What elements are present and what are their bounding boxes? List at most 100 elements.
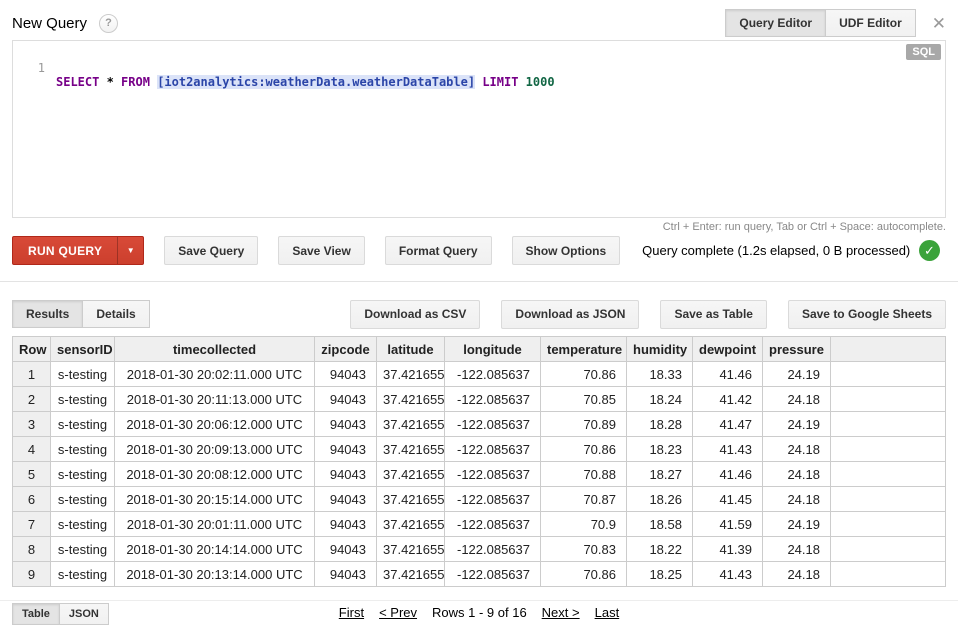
footer-divider: [0, 600, 958, 601]
close-icon[interactable]: ✕: [931, 13, 946, 33]
sql-table-reference: [iot2analytics:weatherData.weatherDataTa…: [157, 75, 476, 89]
table-cell: 41.43: [692, 561, 763, 587]
table-cell: 94043: [314, 436, 377, 462]
show-options-button[interactable]: Show Options: [511, 236, 621, 265]
query-status-text: Query complete (1.2s elapsed, 0 B proces…: [642, 243, 911, 258]
table-cell: 94043: [314, 561, 377, 587]
table-cell: 70.87: [540, 486, 627, 512]
table-cell: 2018-01-30 20:01:11.000 UTC: [114, 511, 315, 537]
table-cell: 7: [12, 511, 51, 537]
table-cell: 37.421655: [376, 561, 445, 587]
table-cell: -122.085637: [444, 386, 541, 412]
table-cell: 70.9: [540, 511, 627, 537]
table-cell: 6: [12, 486, 51, 512]
table-cell: 94043: [314, 411, 377, 437]
table-row: 9 s-testing 2018-01-30 20:13:14.000 UTC 940…: [12, 561, 946, 587]
tab-results[interactable]: Results: [12, 300, 84, 328]
table-cell: 94043: [314, 461, 377, 487]
table-cell: -122.085637: [444, 436, 541, 462]
column-header: latitude: [376, 336, 445, 362]
table-cell: s-testing: [50, 386, 115, 412]
table-cell: s-testing: [50, 461, 115, 487]
table-cell: 41.39: [692, 536, 763, 562]
table-cell: -122.085637: [444, 536, 541, 562]
table-cell: s-testing: [50, 361, 115, 387]
table-row: 2 s-testing 2018-01-30 20:11:13.000 UTC 940…: [12, 386, 946, 412]
pagination-first-link[interactable]: First: [338, 605, 365, 620]
column-header: [830, 336, 946, 362]
pagination-next-link[interactable]: Next >: [541, 605, 580, 620]
table-row: 3 s-testing 2018-01-30 20:06:12.000 UTC 940…: [12, 411, 946, 437]
table-cell: -122.085637: [444, 361, 541, 387]
table-cell: 2018-01-30 20:08:12.000 UTC: [114, 461, 315, 487]
tab-query-editor[interactable]: Query Editor: [725, 9, 827, 37]
table-cell: 70.83: [540, 536, 627, 562]
table-cell: 2018-01-30 20:14:14.000 UTC: [114, 536, 315, 562]
format-query-button[interactable]: Format Query: [384, 236, 492, 265]
download-json-button[interactable]: Download as JSON: [501, 299, 640, 329]
table-cell: 24.18: [762, 386, 831, 412]
help-icon[interactable]: ?: [99, 13, 119, 33]
table-cell: 94043: [314, 486, 377, 512]
header-bar: New Query ? Query Editor UDF Editor ✕: [12, 8, 946, 38]
column-header: longitude: [444, 336, 541, 362]
table-cell: 70.88: [540, 461, 627, 487]
table-cell: [830, 411, 946, 437]
view-toggle-group: Table JSON: [12, 603, 109, 625]
table-row: 8 s-testing 2018-01-30 20:14:14.000 UTC 940…: [12, 536, 946, 562]
table-cell: [830, 361, 946, 387]
save-to-sheets-button[interactable]: Save to Google Sheets: [787, 299, 946, 329]
pagination: First < Prev Rows 1 - 9 of 16 Next > Las…: [12, 605, 946, 620]
table-row: 5 s-testing 2018-01-30 20:08:12.000 UTC 940…: [12, 461, 946, 487]
table-cell: 2018-01-30 20:11:13.000 UTC: [114, 386, 315, 412]
save-as-table-button[interactable]: Save as Table: [660, 299, 767, 329]
table-cell: 37.421655: [376, 486, 445, 512]
table-row: 4 s-testing 2018-01-30 20:09:13.000 UTC 940…: [12, 436, 946, 462]
view-json-button[interactable]: JSON: [58, 603, 109, 625]
table-cell: 2018-01-30 20:02:11.000 UTC: [114, 361, 315, 387]
table-cell: 94043: [314, 536, 377, 562]
table-cell: 18.24: [626, 386, 693, 412]
table-cell: s-testing: [50, 486, 115, 512]
table-cell: -122.085637: [444, 461, 541, 487]
save-view-button[interactable]: Save View: [278, 236, 365, 265]
table-cell: s-testing: [50, 436, 115, 462]
table-cell: [830, 386, 946, 412]
run-query-label: RUN QUERY: [28, 243, 103, 258]
run-query-button[interactable]: RUN QUERY ▼: [12, 236, 145, 265]
table-cell: 2018-01-30 20:15:14.000 UTC: [114, 486, 315, 512]
results-table: Row sensorID timecollected zipcode latitude l…: [12, 336, 946, 587]
table-cell: 2018-01-30 20:13:14.000 UTC: [114, 561, 315, 587]
run-query-dropdown-icon[interactable]: ▼: [117, 237, 143, 264]
save-query-button[interactable]: Save Query: [164, 236, 259, 265]
table-cell: 41.43: [692, 436, 763, 462]
pagination-last-link[interactable]: Last: [594, 605, 620, 620]
tab-details[interactable]: Details: [82, 300, 150, 328]
table-cell: 41.45: [692, 486, 763, 512]
tab-udf-editor[interactable]: UDF Editor: [825, 9, 916, 37]
pagination-prev-link[interactable]: < Prev: [379, 605, 418, 620]
sql-query-text: SELECT * FROM [iot2analytics:weatherData…: [56, 75, 555, 89]
table-cell: [830, 486, 946, 512]
table-cell: 37.421655: [376, 511, 445, 537]
table-cell: 70.86: [540, 361, 627, 387]
table-cell: 24.19: [762, 511, 831, 537]
pagination-rows-label: Rows 1 - 9 of 16: [432, 605, 527, 620]
table-cell: 18.22: [626, 536, 693, 562]
query-editor[interactable]: 1 SELECT * FROM [iot2analytics:weatherDa…: [12, 40, 946, 218]
download-csv-button[interactable]: Download as CSV: [350, 299, 481, 329]
table-cell: s-testing: [50, 561, 115, 587]
column-header: zipcode: [314, 336, 377, 362]
table-cell: -122.085637: [444, 411, 541, 437]
table-cell: 24.18: [762, 561, 831, 587]
sql-badge: SQL: [906, 44, 941, 60]
table-cell: 18.58: [626, 511, 693, 537]
query-complete-icon: ✓: [919, 240, 940, 261]
results-tab-group: Results Details: [12, 300, 150, 328]
table-cell: 70.86: [540, 561, 627, 587]
sql-number: 1000: [518, 75, 555, 89]
query-toolbar: RUN QUERY ▼ Save Query Save View Format …: [12, 236, 946, 265]
table-cell: 41.46: [692, 361, 763, 387]
page-title: New Query: [12, 14, 88, 32]
table-cell: 37.421655: [376, 411, 445, 437]
